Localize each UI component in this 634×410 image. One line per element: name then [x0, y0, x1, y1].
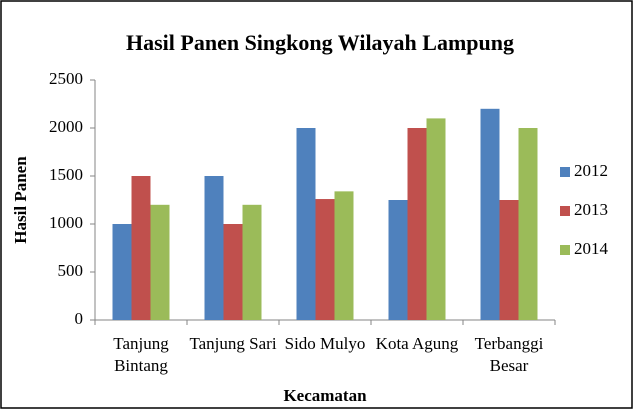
x-tick-label: Tanjung Bintang — [113, 334, 169, 375]
legend-swatch — [560, 206, 570, 216]
chart-title: Hasil Panen Singkong Wilayah Lampung — [126, 30, 514, 55]
bar — [480, 108, 500, 320]
bar — [518, 128, 538, 320]
y-tick-label: 1000 — [49, 213, 83, 232]
bar — [150, 204, 170, 320]
bar — [242, 204, 262, 320]
legend-label: 2013 — [574, 200, 608, 219]
bar — [315, 199, 335, 320]
bar — [131, 176, 151, 320]
bar — [223, 224, 243, 320]
legend-label: 2012 — [574, 161, 608, 180]
bar — [499, 200, 519, 320]
bar — [388, 200, 408, 320]
y-tick-label: 2000 — [49, 117, 83, 136]
legend-swatch — [560, 167, 570, 177]
bar — [204, 176, 224, 320]
y-axis-label: Hasil Panen — [11, 156, 30, 244]
x-tick-label: Kota Agung — [375, 334, 459, 353]
y-tick-label: 500 — [58, 261, 84, 280]
bar — [296, 128, 316, 320]
x-axis-label: Kecamatan — [283, 386, 367, 405]
legend-swatch — [560, 245, 570, 255]
x-tick-label: Terbanggi Besar — [474, 334, 544, 375]
y-tick-label: 2500 — [49, 69, 83, 88]
x-tick-label: Sido Mulyo — [284, 334, 366, 353]
bar — [112, 224, 132, 320]
legend-label: 2014 — [574, 239, 609, 258]
bar — [334, 191, 354, 320]
bar — [426, 118, 446, 321]
y-tick-label: 1500 — [49, 165, 83, 184]
y-tick-label: 0 — [75, 309, 84, 328]
x-tick-label: Tanjung Sari — [189, 334, 277, 353]
bar — [407, 128, 427, 320]
